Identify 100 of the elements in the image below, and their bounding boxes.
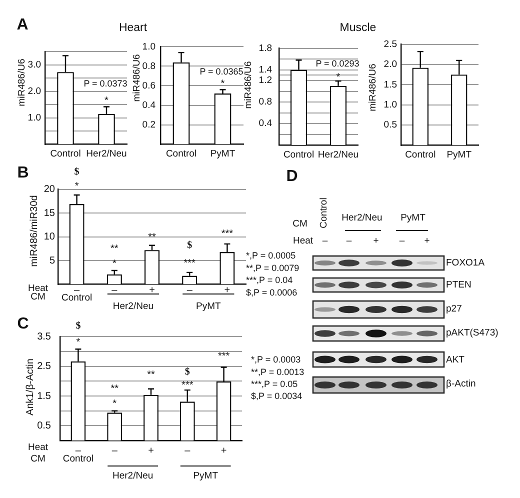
- text: Her2/Neu: [112, 470, 154, 482]
- text: B: [17, 164, 29, 182]
- x-tick-label: Her2/Neu: [86, 148, 127, 160]
- y-axis-title: miR486/U6: [368, 64, 379, 112]
- text: $: [76, 320, 81, 332]
- y-tick-label: 1.5: [384, 79, 397, 90]
- y-tick-label: 0.4: [142, 100, 156, 111]
- text: –: [346, 235, 352, 246]
- text: PyMT: [193, 470, 218, 482]
- x-tick-label: –: [112, 445, 118, 456]
- text: D: [286, 168, 298, 185]
- x-tick-label: –: [75, 445, 82, 456]
- x-tick-label: Control: [405, 150, 436, 161]
- annotation: P = 0.0365: [200, 66, 244, 76]
- x-tick-label: Her2/Neu: [318, 149, 359, 160]
- y-tick-label: 1.8: [258, 42, 272, 54]
- text: C: [17, 315, 30, 332]
- y-tick-label: 1.0: [28, 112, 41, 124]
- annotation: **: [110, 384, 119, 395]
- text: $,P = 0.0034: [251, 391, 302, 402]
- y-tick-label: 1.2: [258, 75, 272, 86]
- annotation: ***: [218, 350, 230, 362]
- y-tick-label: 1.0: [384, 100, 397, 111]
- text: CM: [30, 292, 46, 303]
- y-tick-label: 0.2: [142, 119, 156, 130]
- x-tick-label: +: [220, 445, 227, 456]
- annotation: $: [187, 240, 192, 252]
- text: Heat: [292, 235, 314, 246]
- y-tick-label: 0.5: [384, 120, 397, 131]
- text: pAKT(S473): [446, 327, 498, 338]
- text: PTEN: [446, 279, 472, 290]
- text: FOXO1A: [446, 257, 485, 268]
- annotation: *: [336, 72, 340, 83]
- annotation: **: [147, 370, 155, 381]
- annotation: P = 0.0293: [316, 58, 360, 68]
- text: *,P = 0.0003: [251, 354, 301, 364]
- annotation: *: [112, 258, 116, 270]
- text: PyMT: [400, 212, 426, 224]
- x-tick-label: Control: [166, 148, 197, 160]
- x-tick-label: PyMT: [210, 148, 236, 160]
- text: Control: [62, 454, 94, 465]
- text: AKT: [446, 354, 464, 366]
- x-tick-label: +: [148, 445, 154, 456]
- text: +: [424, 235, 430, 246]
- annotation: P = 0.0373: [84, 78, 128, 88]
- annotation: ***: [221, 228, 234, 240]
- text: p27: [446, 303, 462, 314]
- x-tick-label: +: [224, 285, 230, 296]
- annotation: *,P = 0.0005: [246, 250, 296, 260]
- text: PyMT: [196, 301, 221, 312]
- annotation: *: [104, 95, 109, 106]
- y-tick-label: 0.6: [142, 80, 156, 92]
- annotation: *: [74, 180, 79, 192]
- annotation: *: [76, 336, 80, 348]
- y-tick-label: 2.0: [28, 86, 41, 98]
- text: **,P = 0.0013: [251, 366, 304, 377]
- text: CM: [30, 454, 46, 465]
- annotation: $: [184, 366, 190, 378]
- chart-title: Heart: [118, 22, 148, 34]
- text: $,P = 0.0006: [246, 287, 298, 298]
- y-axis-title: miR486/U6: [131, 54, 142, 102]
- x-tick-label: –: [112, 285, 118, 296]
- text: Heat: [28, 442, 48, 453]
- y-axis-title: miR486/miR30d: [28, 195, 40, 267]
- text: Her2/Neu: [112, 301, 154, 312]
- chart-title: Muscle: [340, 22, 376, 34]
- y-tick-label: 2.5: [37, 361, 52, 372]
- y-tick-label: 2.0: [384, 59, 397, 70]
- text: –: [399, 235, 405, 246]
- y-tick-label: 0.4: [258, 118, 272, 130]
- y-tick-label: 1.5: [37, 390, 52, 402]
- y-axis-title: miR486/U6: [16, 58, 28, 106]
- y-tick-label: 5: [49, 255, 56, 266]
- text: Control: [318, 198, 330, 228]
- annotation: *: [220, 78, 225, 90]
- x-tick-label: Control: [50, 148, 81, 160]
- annotation: ***: [182, 380, 194, 391]
- y-tick-label: 10: [44, 232, 56, 243]
- text: –: [322, 235, 328, 246]
- x-tick-label: PyMT: [446, 150, 472, 161]
- y-tick-label: 3.5: [37, 331, 52, 342]
- y-tick-label: 3.0: [28, 60, 41, 71]
- y-axis-title: Ank1/β-Actin: [24, 358, 36, 416]
- x-tick-label: Control: [283, 149, 314, 160]
- text: β-Actin: [446, 378, 476, 390]
- text: $: [74, 166, 80, 178]
- x-tick-label: –: [186, 285, 193, 296]
- annotation: **: [110, 243, 118, 254]
- y-tick-label: 15: [44, 208, 56, 219]
- y-tick-label: 1.4: [258, 64, 272, 76]
- annotation: *: [112, 398, 117, 410]
- text: A: [16, 16, 29, 34]
- y-tick-label: 20: [44, 184, 56, 196]
- y-tick-label: 2.5: [384, 38, 397, 50]
- text: Her2/Neu: [342, 212, 382, 224]
- text: ***,P = 0.05: [251, 378, 298, 389]
- annotation: ***: [184, 258, 196, 270]
- y-tick-label: 0.8: [258, 96, 272, 108]
- annotation: **: [148, 232, 156, 244]
- text: CM: [292, 218, 308, 230]
